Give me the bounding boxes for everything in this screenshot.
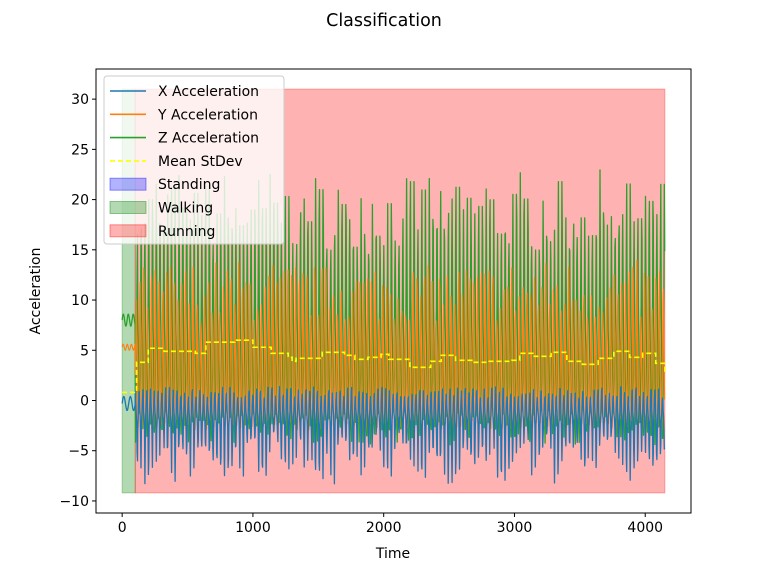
y-tick-label: 25 (71, 142, 89, 158)
y-axis-label: Acceleration (28, 248, 44, 335)
chart-title: Classification (326, 11, 442, 31)
legend-label-running: Running (158, 224, 215, 240)
x-tick-label: 3000 (497, 520, 533, 536)
y-tick-label: 30 (71, 92, 89, 108)
legend-label-x-acceleration: X Acceleration (158, 84, 259, 100)
x-tick-label: 2000 (366, 520, 402, 536)
ticks-layer: 0 1000 2000 3000 4000 −10 −5 0 5 10 15 20 25 30 (59, 92, 663, 536)
y-tick-label: 10 (71, 293, 89, 309)
x-tick-label: 1000 (235, 520, 271, 536)
legend-swatch-running (109, 224, 147, 238)
legend-label-mean-stdev: Mean StDev (158, 154, 243, 170)
x-tick-label: 4000 (627, 520, 663, 536)
y-tick-label: 5 (80, 343, 89, 359)
y-tick-label: −5 (68, 444, 89, 460)
legend-label-y-acceleration: Y Acceleration (157, 107, 258, 123)
legend-label-walking: Walking (158, 201, 213, 217)
legend-label-standing: Standing (158, 177, 220, 193)
series-layer (121, 169, 666, 485)
series-line-x-acceleration (121, 385, 666, 485)
legend: X Acceleration Y Acceleration Z Accelerati… (103, 75, 285, 245)
legend-box (103, 75, 285, 245)
legend-swatch-walking (109, 201, 147, 214)
y-tick-label: 20 (71, 193, 89, 209)
legend-swatch-standing (109, 177, 147, 191)
series-line-mean-stdev (122, 339, 666, 394)
x-tick-label: 0 (118, 520, 127, 536)
y-tick-label: −10 (59, 494, 89, 510)
plot-frame (95, 68, 692, 514)
y-tick-label: 15 (71, 243, 89, 259)
x-axis-label: Time (375, 546, 410, 562)
legend-label-z-acceleration: Z Acceleration (158, 131, 259, 147)
y-tick-label: 0 (80, 393, 89, 409)
